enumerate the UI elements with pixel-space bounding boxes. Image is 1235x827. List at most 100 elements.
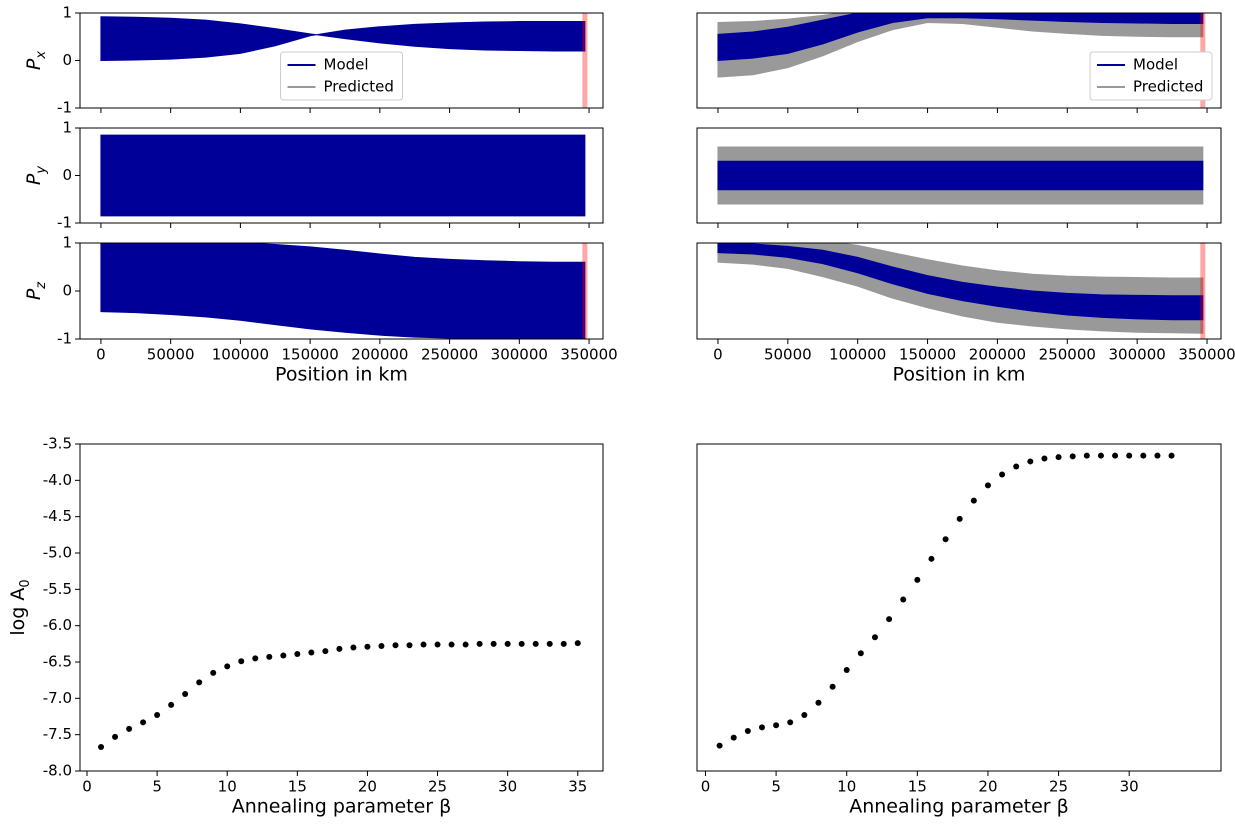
legend-label: Predicted xyxy=(324,78,394,96)
point xyxy=(518,640,525,647)
frame xyxy=(696,127,1222,224)
x-tick-label: 15 xyxy=(908,778,927,796)
point xyxy=(928,555,935,562)
point xyxy=(196,679,203,686)
point xyxy=(801,712,808,719)
point xyxy=(126,725,133,732)
point xyxy=(462,641,469,648)
point xyxy=(210,669,217,676)
point xyxy=(280,652,287,659)
band xyxy=(717,160,1204,191)
panel xyxy=(98,640,581,751)
legend-label: Model xyxy=(324,56,369,74)
point xyxy=(730,734,737,741)
x-axis-label: Annealing parameter β xyxy=(232,796,452,818)
x-tick-label: 300000 xyxy=(1109,346,1166,364)
x-tick-label: 5 xyxy=(152,778,162,796)
point xyxy=(490,640,497,647)
y-tick-label: -3.5 xyxy=(43,435,72,453)
y-tick-label: -4.5 xyxy=(43,507,72,525)
y-tick-label: -6.5 xyxy=(43,653,72,671)
y-axis-label-sub: 0 xyxy=(18,579,33,587)
point xyxy=(574,640,581,647)
y-axis-label-sub: y xyxy=(34,166,49,175)
x-tick-label: 30 xyxy=(498,778,517,796)
y-axis-label-sub: x xyxy=(34,51,49,60)
point xyxy=(420,641,427,648)
y-tick-label: 1 xyxy=(62,4,72,22)
point xyxy=(448,641,455,648)
point xyxy=(378,643,385,650)
band xyxy=(717,13,1204,62)
y-tick-label: -1 xyxy=(57,330,72,348)
point xyxy=(716,742,723,749)
y-tick-label: -7.0 xyxy=(43,689,72,707)
point xyxy=(900,596,907,603)
point xyxy=(829,683,836,690)
point xyxy=(98,744,105,751)
point xyxy=(504,640,511,647)
frame xyxy=(696,242,1222,340)
point xyxy=(942,536,949,543)
y-axis-label-main: P xyxy=(23,288,45,300)
y-axis-label-sub: z xyxy=(34,281,49,290)
point xyxy=(843,666,850,673)
x-tick-label: 300000 xyxy=(491,346,548,364)
point xyxy=(252,655,259,662)
y-axis-label: Px xyxy=(23,51,50,70)
point xyxy=(238,658,245,665)
point xyxy=(1013,463,1020,470)
point xyxy=(224,663,231,670)
panel xyxy=(100,13,588,108)
legend-label: Model xyxy=(1133,56,1178,74)
point xyxy=(182,690,189,697)
point xyxy=(266,653,273,660)
point xyxy=(294,651,301,658)
point xyxy=(154,712,161,719)
point xyxy=(532,640,539,647)
x-tick-label: 0 xyxy=(713,346,723,364)
y-tick-label: -5.0 xyxy=(43,544,72,562)
x-axis-label: Position in km xyxy=(893,364,1026,386)
panel xyxy=(717,243,1206,339)
x-tick-label: 0 xyxy=(82,778,92,796)
panel xyxy=(717,146,1204,205)
y-tick-label: -1 xyxy=(57,214,72,232)
y-tick-label: -5.5 xyxy=(43,580,72,598)
point xyxy=(560,640,567,647)
x-tick-label: 25 xyxy=(1049,778,1068,796)
x-tick-label: 50000 xyxy=(764,346,812,364)
point xyxy=(886,616,893,623)
y-tick-label: 0 xyxy=(62,51,72,69)
y-tick-label: 1 xyxy=(62,119,72,137)
point xyxy=(970,497,977,504)
band xyxy=(717,243,1204,321)
x-tick-label: 20 xyxy=(978,778,997,796)
point xyxy=(1154,452,1161,459)
point xyxy=(787,719,794,726)
point xyxy=(984,482,991,489)
frame xyxy=(696,12,1222,109)
x-tick-label: 350000 xyxy=(560,346,617,364)
x-axis-label: Annealing parameter β xyxy=(849,796,1069,818)
y-axis-label-main: P xyxy=(23,173,45,185)
x-tick-label: 20 xyxy=(358,778,377,796)
point xyxy=(815,699,822,706)
y-tick-label: -8.0 xyxy=(43,762,72,780)
point xyxy=(1027,458,1034,465)
point xyxy=(546,640,553,647)
band xyxy=(100,134,586,217)
point xyxy=(1140,452,1147,459)
point xyxy=(758,724,765,731)
x-tick-label: 250000 xyxy=(421,346,478,364)
point xyxy=(406,642,413,649)
point xyxy=(956,515,963,522)
point xyxy=(1097,452,1104,459)
x-tick-label: 350000 xyxy=(1178,346,1235,364)
x-tick-label: 100000 xyxy=(212,346,269,364)
band xyxy=(100,243,586,339)
x-tick-label: 0 xyxy=(96,346,106,364)
point xyxy=(871,634,878,641)
x-tick-label: 200000 xyxy=(351,346,408,364)
